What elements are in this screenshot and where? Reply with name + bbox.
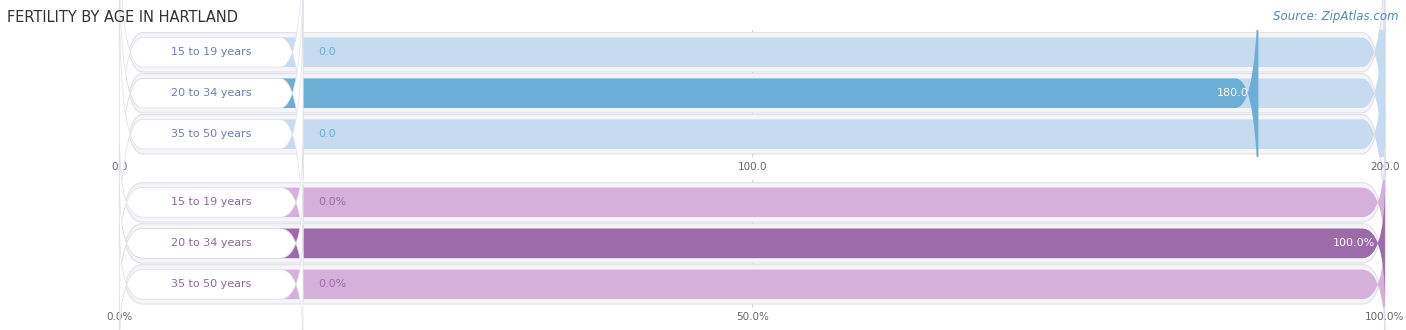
FancyBboxPatch shape — [120, 143, 304, 261]
Text: 100.0%: 100.0% — [1333, 238, 1375, 248]
Text: 180.0: 180.0 — [1216, 88, 1249, 98]
Text: 20 to 34 years: 20 to 34 years — [172, 88, 252, 98]
FancyBboxPatch shape — [120, 184, 1385, 302]
FancyBboxPatch shape — [120, 225, 304, 330]
FancyBboxPatch shape — [120, 0, 304, 226]
Text: FERTILITY BY AGE IN HARTLAND: FERTILITY BY AGE IN HARTLAND — [7, 10, 238, 25]
Text: 35 to 50 years: 35 to 50 years — [172, 280, 252, 289]
FancyBboxPatch shape — [120, 0, 1385, 226]
FancyBboxPatch shape — [120, 0, 1385, 221]
Text: 0.0: 0.0 — [318, 129, 336, 139]
Text: 0.0%: 0.0% — [318, 280, 346, 289]
FancyBboxPatch shape — [120, 0, 304, 185]
FancyBboxPatch shape — [120, 184, 304, 302]
FancyBboxPatch shape — [120, 189, 1385, 297]
FancyBboxPatch shape — [120, 0, 1258, 226]
FancyBboxPatch shape — [120, 0, 1385, 180]
FancyBboxPatch shape — [120, 6, 1385, 262]
Text: 0.0%: 0.0% — [318, 197, 346, 207]
FancyBboxPatch shape — [120, 148, 1385, 256]
Text: 35 to 50 years: 35 to 50 years — [172, 129, 252, 139]
FancyBboxPatch shape — [120, 225, 1385, 330]
FancyBboxPatch shape — [120, 1, 304, 267]
FancyBboxPatch shape — [120, 0, 1385, 185]
Text: 15 to 19 years: 15 to 19 years — [172, 197, 252, 207]
FancyBboxPatch shape — [120, 230, 1385, 330]
Text: Source: ZipAtlas.com: Source: ZipAtlas.com — [1274, 10, 1399, 23]
FancyBboxPatch shape — [120, 143, 1385, 261]
FancyBboxPatch shape — [120, 1, 1385, 267]
Text: 15 to 19 years: 15 to 19 years — [172, 47, 252, 57]
Text: 0.0: 0.0 — [318, 47, 336, 57]
Text: 20 to 34 years: 20 to 34 years — [172, 238, 252, 248]
FancyBboxPatch shape — [120, 184, 1385, 302]
